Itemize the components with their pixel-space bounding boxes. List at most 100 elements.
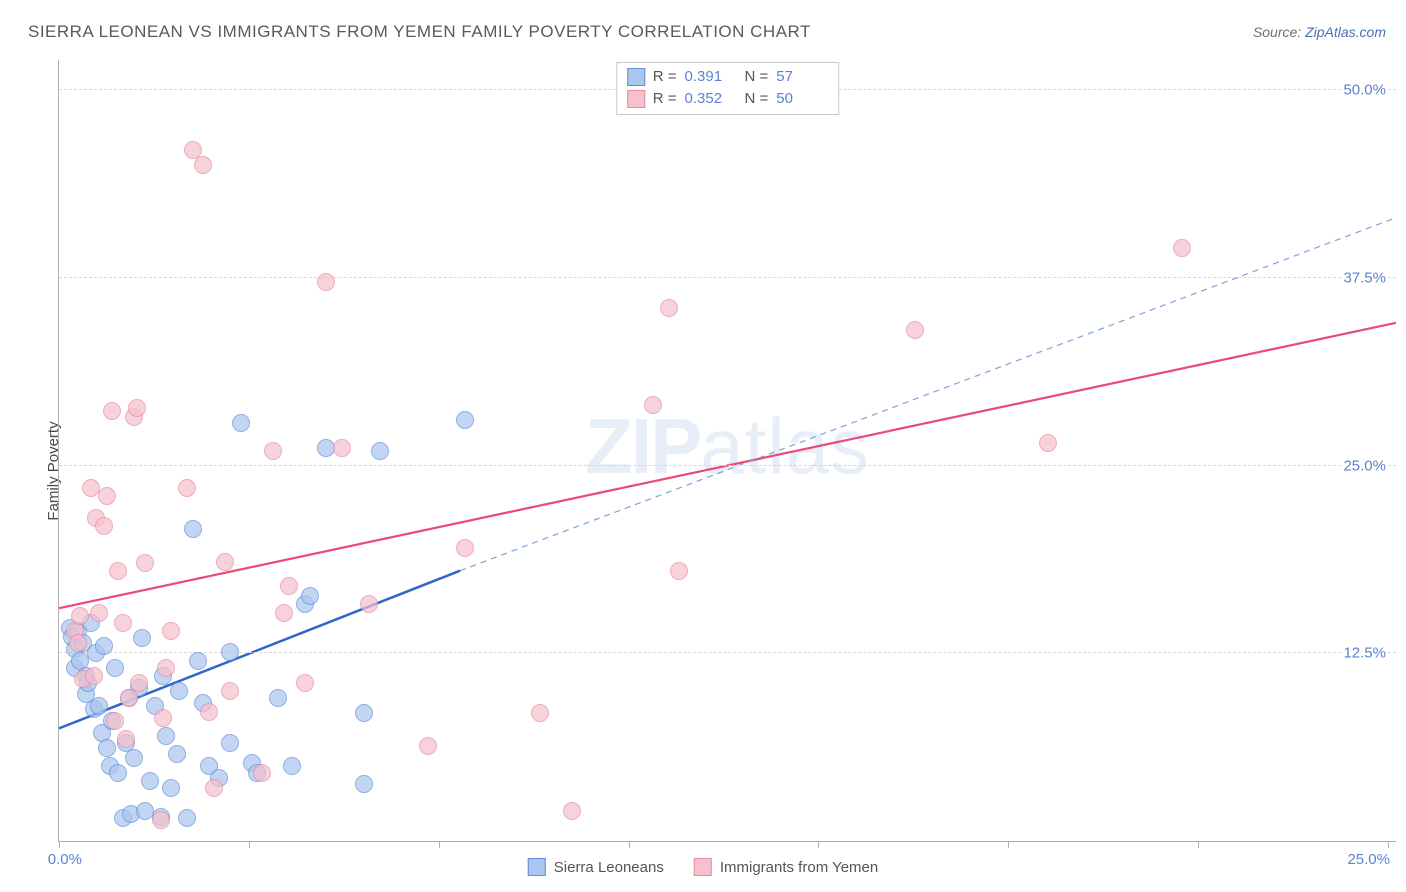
data-point — [269, 689, 287, 707]
data-point — [189, 652, 207, 670]
legend-item-ye: Immigrants from Yemen — [694, 858, 878, 876]
data-point — [130, 674, 148, 692]
data-point — [157, 659, 175, 677]
r-value-sl: 0.391 — [685, 66, 737, 88]
data-point — [301, 587, 319, 605]
x-tick — [1198, 841, 1199, 848]
data-point — [371, 442, 389, 460]
x-tick-label-origin: 0.0% — [48, 851, 82, 868]
plot-region: ZIPatlas R = 0.391 N = 57 R = 0.352 N = … — [58, 60, 1396, 842]
chart-page: SIERRA LEONEAN VS IMMIGRANTS FROM YEMEN … — [0, 0, 1406, 892]
swatch-ye-icon — [694, 858, 712, 876]
y-tick-label: 25.0% — [1341, 457, 1388, 474]
data-point — [106, 712, 124, 730]
data-point — [178, 809, 196, 827]
chart-area: Family Poverty ZIPatlas R = 0.391 N = 57… — [10, 60, 1396, 882]
data-point — [90, 604, 108, 622]
data-point — [333, 439, 351, 457]
data-point — [136, 554, 154, 572]
data-point — [216, 553, 234, 571]
data-point — [109, 562, 127, 580]
data-point — [117, 730, 135, 748]
data-point — [109, 764, 127, 782]
data-point — [531, 704, 549, 722]
data-point — [221, 682, 239, 700]
data-point — [141, 772, 159, 790]
watermark-atlas: atlas — [700, 401, 870, 489]
watermark: ZIPatlas — [585, 400, 870, 491]
x-tick-label-max: 25.0% — [1347, 851, 1390, 868]
data-point — [355, 704, 373, 722]
correlation-legend: R = 0.391 N = 57 R = 0.352 N = 50 — [616, 62, 840, 115]
data-point — [178, 479, 196, 497]
data-point — [275, 604, 293, 622]
source-attribution: Source: ZipAtlas.com — [1253, 24, 1386, 40]
n-value-ye: 50 — [776, 88, 828, 110]
data-point — [280, 577, 298, 595]
data-point — [90, 697, 108, 715]
x-tick — [818, 841, 819, 848]
gridline — [59, 652, 1396, 653]
n-label: N = — [745, 66, 769, 88]
data-point — [253, 764, 271, 782]
source-label: Source: — [1253, 24, 1305, 40]
data-point — [563, 802, 581, 820]
data-point — [154, 709, 172, 727]
data-point — [103, 402, 121, 420]
data-point — [170, 682, 188, 700]
data-point — [419, 737, 437, 755]
r-label: R = — [653, 88, 677, 110]
source-link[interactable]: ZipAtlas.com — [1305, 24, 1386, 40]
data-point — [106, 659, 124, 677]
x-tick — [439, 841, 440, 848]
data-point — [114, 614, 132, 632]
n-value-sl: 57 — [776, 66, 828, 88]
data-point — [162, 622, 180, 640]
data-point — [157, 727, 175, 745]
data-point — [85, 667, 103, 685]
data-point — [95, 517, 113, 535]
data-point — [232, 414, 250, 432]
y-tick-label: 37.5% — [1341, 269, 1388, 286]
data-point — [456, 539, 474, 557]
data-point — [221, 734, 239, 752]
data-point — [317, 273, 335, 291]
data-point — [644, 396, 662, 414]
data-point — [456, 411, 474, 429]
data-point — [95, 637, 113, 655]
data-point — [98, 487, 116, 505]
trend-lines — [59, 60, 1396, 841]
n-label: N = — [745, 88, 769, 110]
x-tick — [1008, 841, 1009, 848]
data-point — [906, 321, 924, 339]
swatch-sl-icon — [528, 858, 546, 876]
series-legend: Sierra Leoneans Immigrants from Yemen — [528, 858, 878, 876]
data-point — [200, 703, 218, 721]
gridline — [59, 277, 1396, 278]
correlation-row-ye: R = 0.352 N = 50 — [627, 88, 829, 110]
swatch-sl-icon — [627, 68, 645, 86]
data-point — [221, 643, 239, 661]
data-point — [355, 775, 373, 793]
data-point — [264, 442, 282, 460]
data-point — [1173, 239, 1191, 257]
data-point — [296, 674, 314, 692]
data-point — [205, 779, 223, 797]
correlation-row-sl: R = 0.391 N = 57 — [627, 66, 829, 88]
r-value-ye: 0.352 — [685, 88, 737, 110]
data-point — [283, 757, 301, 775]
data-point — [360, 595, 378, 613]
data-point — [1039, 434, 1057, 452]
data-point — [120, 689, 138, 707]
legend-label-sl: Sierra Leoneans — [554, 859, 664, 876]
r-label: R = — [653, 66, 677, 88]
data-point — [133, 629, 151, 647]
gridline — [59, 465, 1396, 466]
watermark-zip: ZIP — [585, 401, 700, 489]
data-point — [125, 749, 143, 767]
x-tick — [59, 841, 60, 848]
legend-label-ye: Immigrants from Yemen — [720, 859, 878, 876]
data-point — [660, 299, 678, 317]
data-point — [152, 811, 170, 829]
y-tick-label: 12.5% — [1341, 645, 1388, 662]
